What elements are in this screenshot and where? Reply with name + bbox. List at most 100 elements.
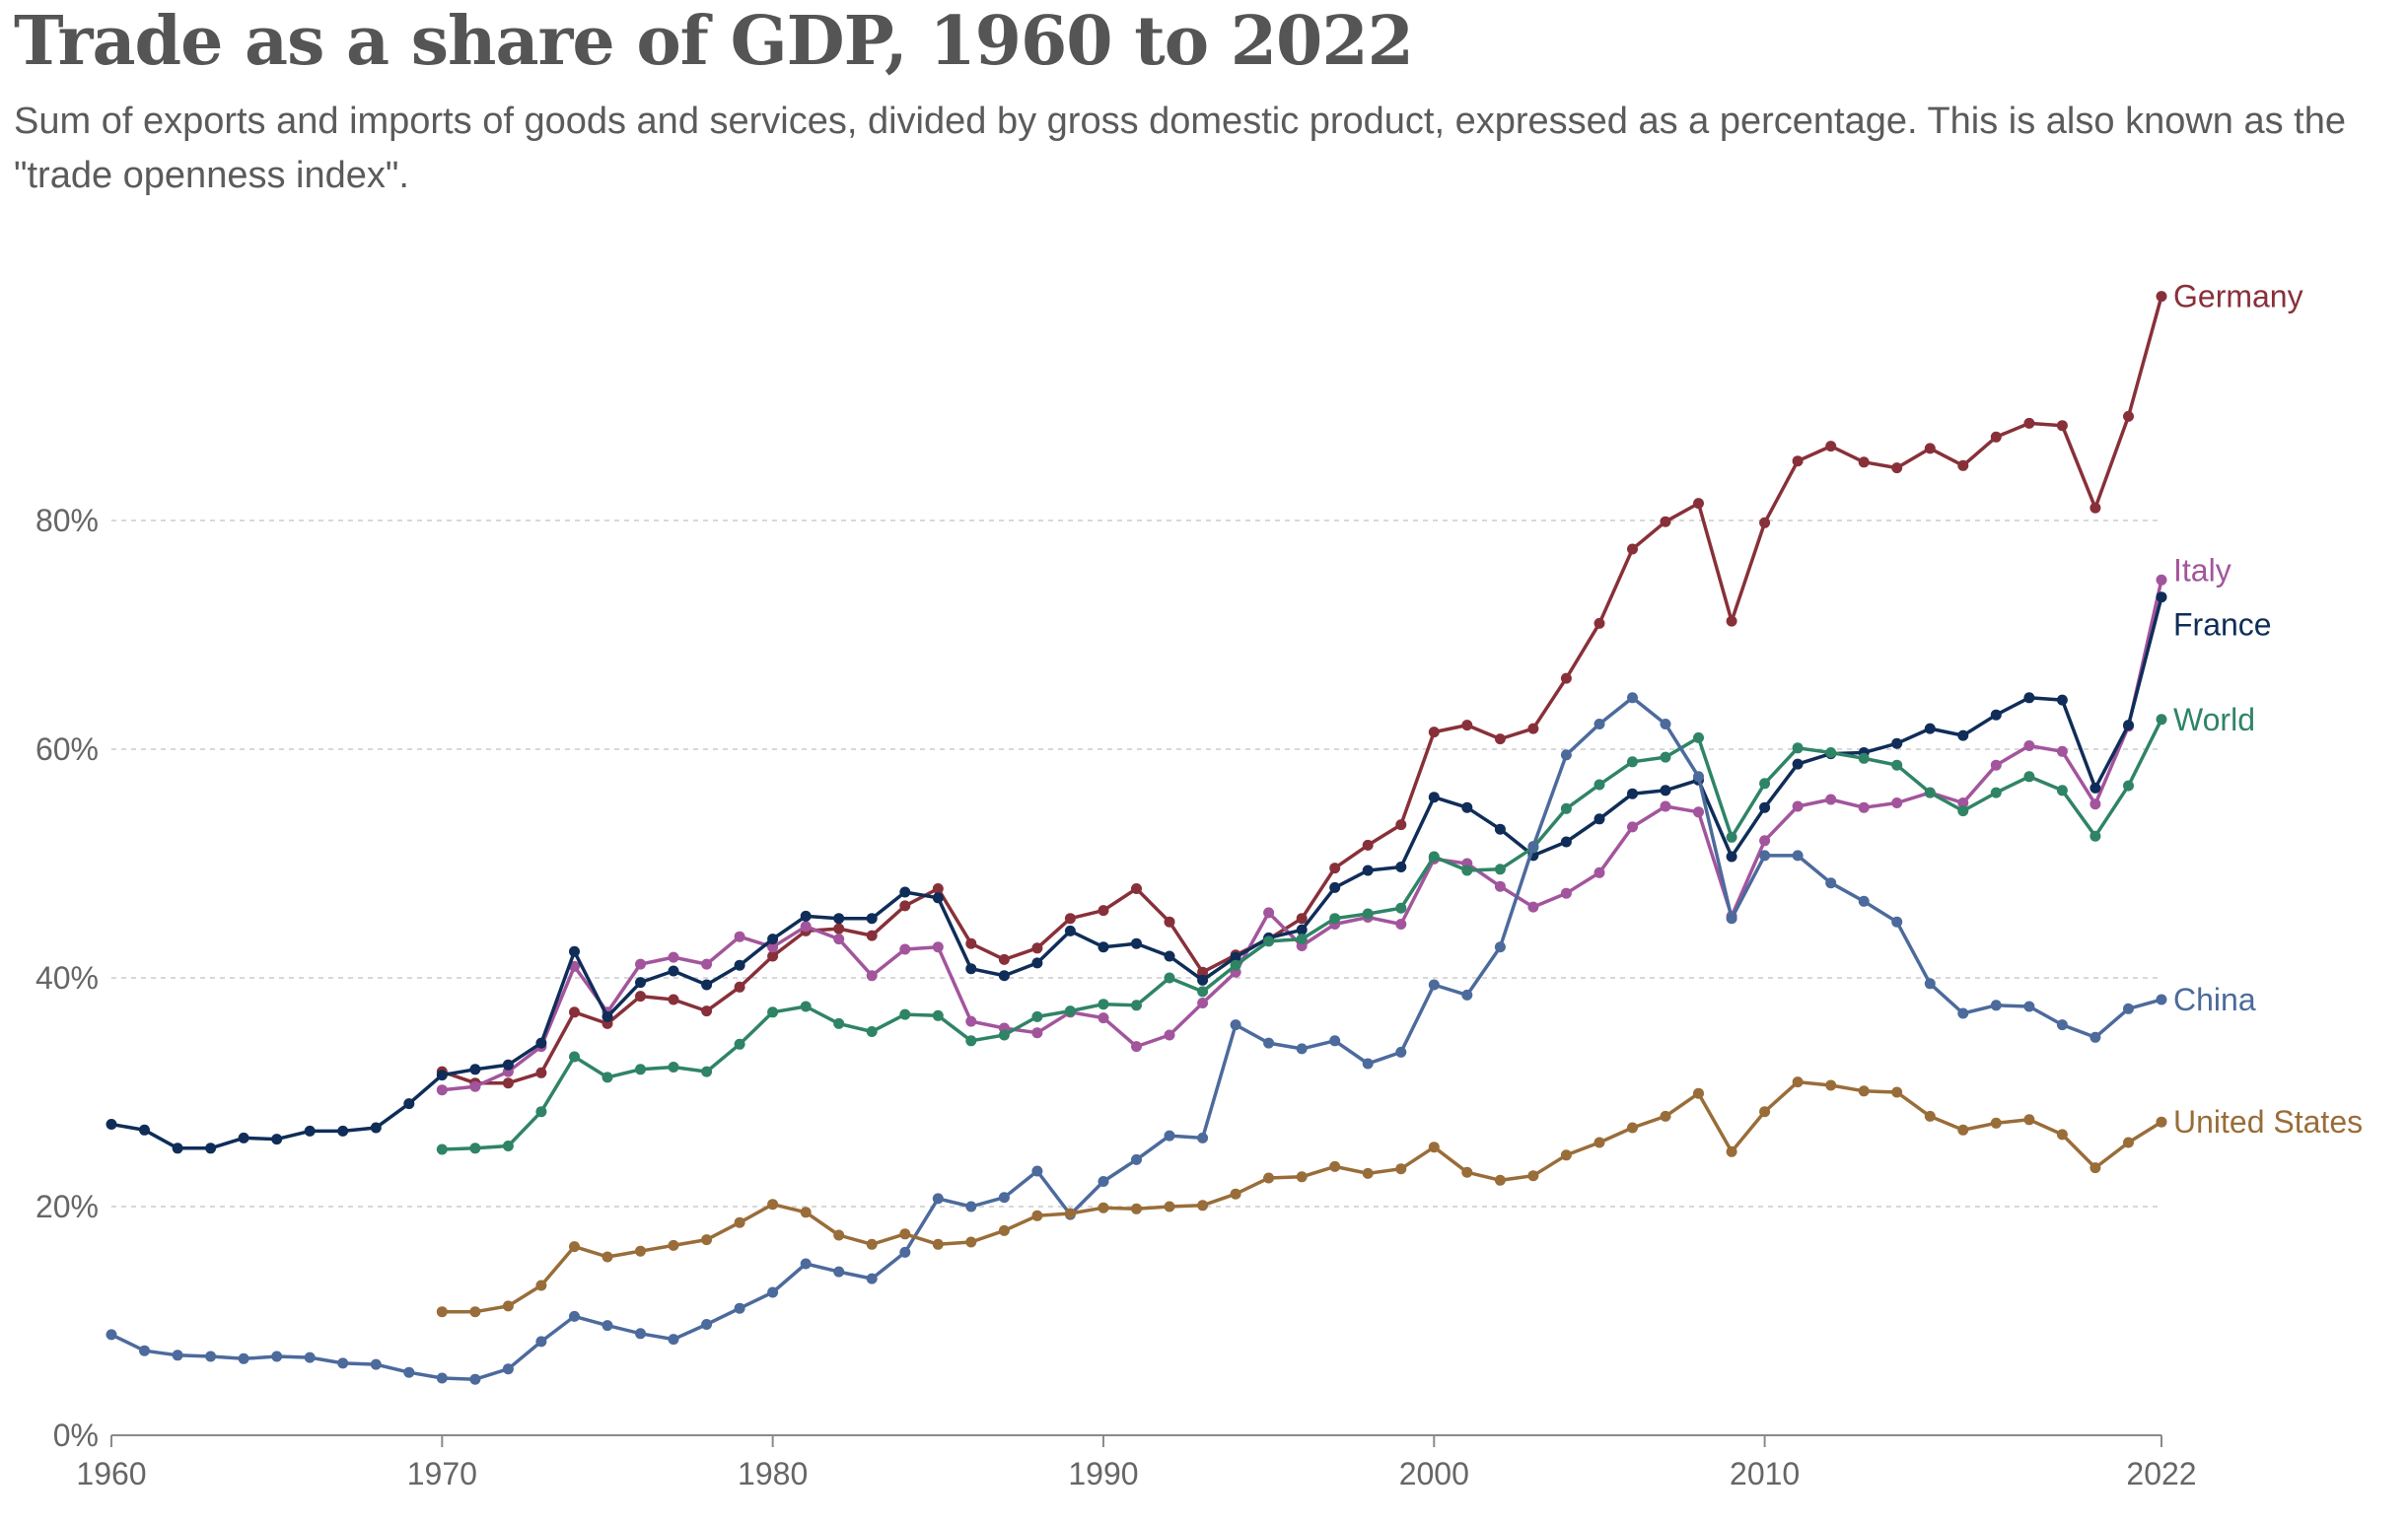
data-point-world [1627,756,1638,768]
data-point-france [1627,788,1638,799]
data-point-world [1924,787,1936,798]
data-point-germany [1527,723,1539,734]
data-point-italy [800,921,812,933]
data-point-united-states [1990,1117,2002,1129]
data-point-italy [1693,806,1704,818]
data-point-france [1098,941,1109,953]
data-point-france [1891,737,1903,749]
data-point-france [767,934,779,945]
x-tick-label: 2022 [2126,1456,2196,1491]
data-point-china [668,1334,679,1346]
data-point-france [1660,785,1671,797]
data-point-united-states [1858,1085,1870,1097]
data-point-world [1759,778,1771,790]
data-point-france [1428,792,1440,803]
data-point-united-states [1329,1160,1341,1172]
data-point-germany [866,930,878,941]
data-point-united-states [1792,1076,1804,1088]
data-point-world [1428,851,1440,863]
data-point-china [2123,1003,2134,1014]
data-point-united-states [1759,1106,1771,1118]
data-point-germany [2089,502,2101,514]
data-point-china [1693,771,1704,783]
data-point-germany [1594,617,1605,629]
data-point-world [899,1008,911,1020]
data-point-china [998,1192,1010,1204]
data-point-italy [1263,907,1275,919]
data-point-germany [1461,720,1473,731]
series-label-germany: Germany [2173,279,2303,314]
data-point-world [1230,959,1241,971]
data-point-china [635,1328,646,1340]
data-point-china [1263,1037,1275,1049]
data-point-world [1660,751,1671,763]
data-point-germany [1131,883,1142,894]
data-point-world [1560,802,1572,814]
data-point-germany [1891,462,1903,474]
data-point-world [1726,831,1737,843]
data-point-world [1197,986,1209,998]
data-point-united-states [1957,1124,1969,1136]
data-point-china [535,1336,547,1348]
data-point-italy [965,1015,977,1027]
data-point-italy [1164,1029,1175,1041]
data-point-china [602,1320,613,1332]
data-point-germany [701,1005,713,1017]
data-point-france [833,913,845,925]
data-point-france [2156,591,2167,603]
data-point-germany [2056,420,2068,432]
data-point-united-states [800,1207,812,1218]
data-point-world [965,1035,977,1047]
series-label-united-states: United States [2173,1104,2363,1140]
data-point-germany [1098,905,1109,917]
data-point-china [205,1351,217,1362]
series-label-china: China [2173,982,2256,1017]
data-point-china [1527,841,1539,853]
data-point-china [1858,895,1870,907]
data-point-germany [1428,727,1440,738]
data-point-china [965,1201,977,1212]
data-point-united-states [602,1251,613,1263]
data-point-germany [1660,516,1671,527]
data-point-world [1296,934,1308,945]
data-point-china [767,1286,779,1298]
data-point-france [1164,950,1175,962]
series-line-germany [441,296,2163,1085]
x-tick-label: 1980 [738,1456,808,1491]
data-point-united-states [2089,1162,2101,1174]
data-point-china [1362,1058,1374,1070]
data-point-germany [932,883,944,894]
data-point-italy [1891,797,1903,808]
data-point-united-states [866,1238,878,1250]
data-point-italy [1627,821,1638,833]
data-point-china [734,1302,745,1314]
data-point-france [1064,925,1076,936]
data-point-china [238,1352,249,1364]
data-point-germany [1560,672,1572,684]
data-point-world [1164,972,1175,984]
data-point-italy [1494,880,1506,892]
data-point-germany [1792,455,1804,467]
data-point-germany [1197,966,1209,978]
data-point-china [1726,913,1737,925]
data-point-france [1494,823,1506,835]
data-point-france [800,910,812,922]
data-point-united-states [2023,1114,2035,1126]
data-point-united-states [1527,1170,1539,1182]
data-point-united-states [1924,1110,1936,1122]
data-point-france [172,1143,183,1154]
data-point-italy [701,958,713,970]
data-point-world [1031,1010,1043,1022]
data-point-germany [767,950,779,962]
y-tick-label: 20% [35,1189,99,1224]
data-point-world [701,1066,713,1077]
data-point-world [998,1029,1010,1041]
data-point-france [668,965,679,977]
y-tick-label: 40% [35,960,99,996]
data-point-world [1098,999,1109,1010]
data-point-china [1957,1007,1969,1019]
data-point-germany [899,900,911,912]
data-point-united-states [1494,1174,1506,1186]
data-point-germany [1924,443,1936,454]
data-point-united-states [668,1239,679,1251]
